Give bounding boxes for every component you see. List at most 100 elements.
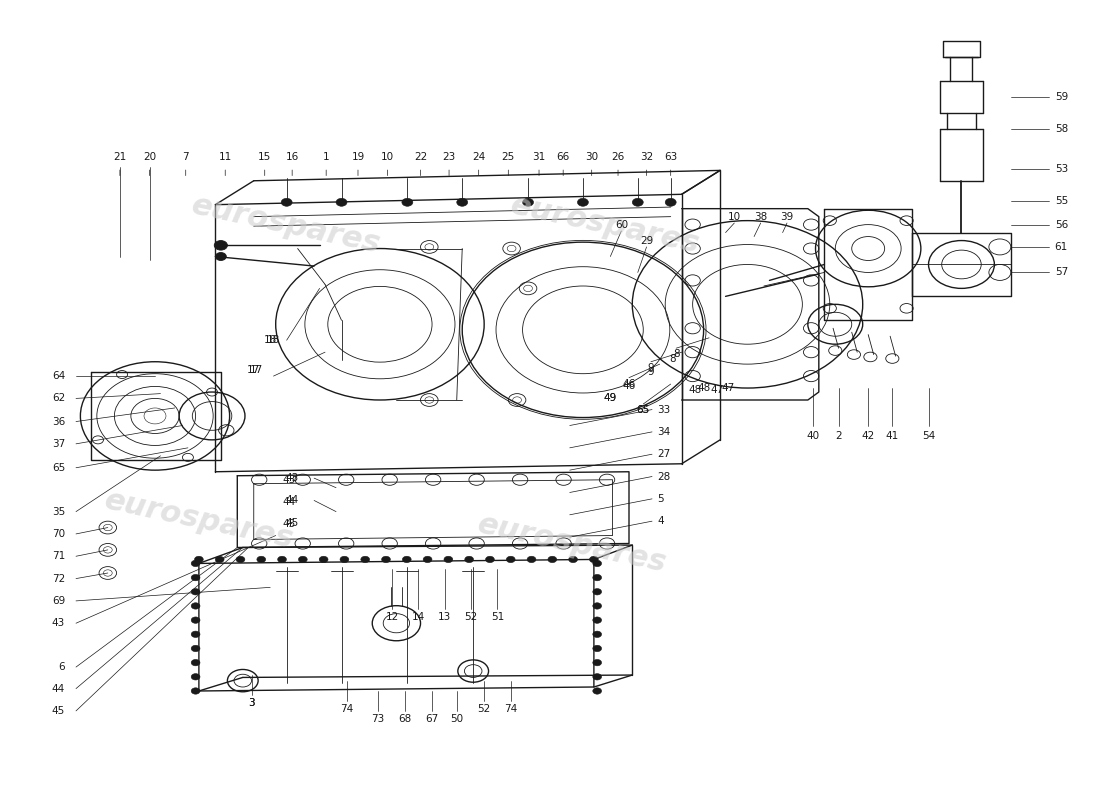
Circle shape xyxy=(382,556,390,562)
Text: 47: 47 xyxy=(722,383,735,393)
Text: 5: 5 xyxy=(658,494,664,504)
Text: eurospares: eurospares xyxy=(475,510,669,578)
Text: 54: 54 xyxy=(922,431,935,441)
Text: 74: 74 xyxy=(340,704,353,714)
Circle shape xyxy=(522,198,534,206)
Text: 18: 18 xyxy=(267,335,280,346)
Circle shape xyxy=(195,556,204,562)
Text: eurospares: eurospares xyxy=(507,190,702,259)
Text: 8: 8 xyxy=(673,349,680,358)
Text: 18: 18 xyxy=(264,335,277,346)
Text: 70: 70 xyxy=(52,529,65,539)
Text: 11: 11 xyxy=(219,152,232,162)
Text: 41: 41 xyxy=(886,431,899,441)
Text: 44: 44 xyxy=(283,497,296,507)
Text: 58: 58 xyxy=(1055,124,1068,134)
Text: 59: 59 xyxy=(1055,92,1068,102)
Circle shape xyxy=(593,560,602,566)
Text: 43: 43 xyxy=(52,618,65,628)
Circle shape xyxy=(191,589,200,595)
Circle shape xyxy=(593,646,602,652)
Circle shape xyxy=(403,556,411,562)
Circle shape xyxy=(424,556,432,562)
Text: 42: 42 xyxy=(861,431,875,441)
Circle shape xyxy=(590,556,598,562)
Text: 64: 64 xyxy=(52,371,65,381)
Text: 57: 57 xyxy=(1055,267,1068,278)
Text: 48: 48 xyxy=(689,386,702,395)
Circle shape xyxy=(191,674,200,680)
Circle shape xyxy=(593,674,602,680)
Text: 71: 71 xyxy=(52,551,65,562)
Circle shape xyxy=(216,556,224,562)
Circle shape xyxy=(191,560,200,566)
Text: 51: 51 xyxy=(491,612,504,622)
Circle shape xyxy=(319,556,328,562)
Circle shape xyxy=(191,617,200,623)
Text: 12: 12 xyxy=(385,612,398,622)
Circle shape xyxy=(191,688,200,694)
Text: 8: 8 xyxy=(670,354,676,363)
Text: 30: 30 xyxy=(585,152,598,162)
Circle shape xyxy=(593,659,602,666)
Circle shape xyxy=(236,556,245,562)
Circle shape xyxy=(593,589,602,595)
Text: 65: 65 xyxy=(52,462,65,473)
Text: 65: 65 xyxy=(637,405,650,414)
Text: 66: 66 xyxy=(557,152,570,162)
Text: 33: 33 xyxy=(658,405,671,414)
Text: 7: 7 xyxy=(183,152,189,162)
Text: 45: 45 xyxy=(283,519,296,530)
Text: 35: 35 xyxy=(52,506,65,517)
Text: 21: 21 xyxy=(113,152,127,162)
Text: 2: 2 xyxy=(835,431,842,441)
Circle shape xyxy=(666,198,676,206)
Circle shape xyxy=(191,631,200,638)
Text: 37: 37 xyxy=(52,439,65,449)
Circle shape xyxy=(340,556,349,562)
Text: 49: 49 xyxy=(604,394,617,403)
Text: 17: 17 xyxy=(250,365,263,374)
Circle shape xyxy=(593,688,602,694)
Text: 9: 9 xyxy=(648,367,654,377)
Text: 55: 55 xyxy=(1055,196,1068,206)
Circle shape xyxy=(485,556,494,562)
Text: 46: 46 xyxy=(623,381,636,390)
Text: 44: 44 xyxy=(286,495,299,506)
Text: eurospares: eurospares xyxy=(101,486,296,554)
Text: 73: 73 xyxy=(371,714,384,724)
Circle shape xyxy=(191,659,200,666)
Text: 48: 48 xyxy=(697,383,711,393)
Circle shape xyxy=(548,556,557,562)
Text: 61: 61 xyxy=(1055,242,1068,252)
Text: 68: 68 xyxy=(398,714,411,724)
Circle shape xyxy=(456,198,468,206)
Circle shape xyxy=(506,556,515,562)
Text: 53: 53 xyxy=(1055,164,1068,174)
Text: 14: 14 xyxy=(411,612,425,622)
Text: 72: 72 xyxy=(52,574,65,583)
Circle shape xyxy=(593,574,602,581)
Text: 43: 43 xyxy=(283,474,296,485)
Circle shape xyxy=(569,556,578,562)
Text: 52: 52 xyxy=(464,612,477,622)
Text: 67: 67 xyxy=(425,714,438,724)
Circle shape xyxy=(402,198,412,206)
Text: 4: 4 xyxy=(658,516,664,526)
Text: 25: 25 xyxy=(502,152,515,162)
Text: 6: 6 xyxy=(58,662,65,672)
Text: 13: 13 xyxy=(438,612,451,622)
Text: 3: 3 xyxy=(249,698,255,708)
Text: 31: 31 xyxy=(532,152,546,162)
Circle shape xyxy=(216,253,227,261)
Circle shape xyxy=(632,198,644,206)
Text: 63: 63 xyxy=(664,152,678,162)
Circle shape xyxy=(593,617,602,623)
Text: 74: 74 xyxy=(504,704,517,714)
Text: 27: 27 xyxy=(658,450,671,459)
Text: 20: 20 xyxy=(143,152,156,162)
Text: 56: 56 xyxy=(1055,220,1068,230)
Circle shape xyxy=(277,556,286,562)
Text: 46: 46 xyxy=(623,379,636,389)
Circle shape xyxy=(336,198,346,206)
